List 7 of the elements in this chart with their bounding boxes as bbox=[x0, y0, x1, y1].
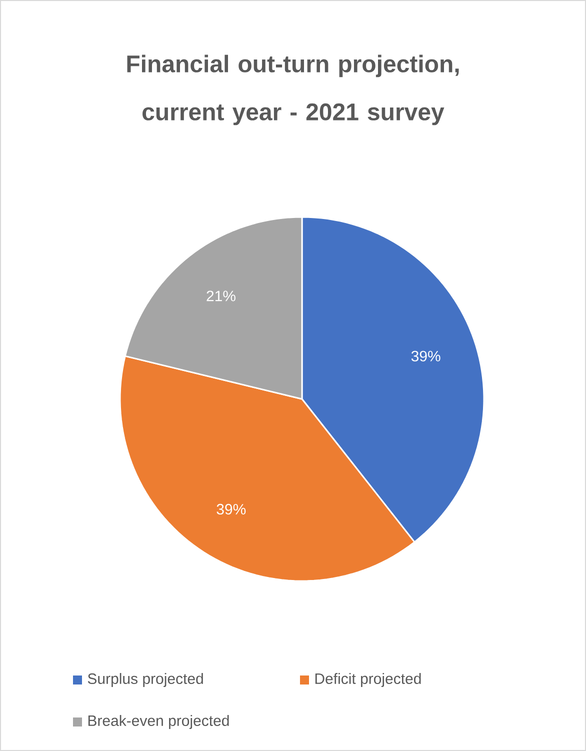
legend-label: Surplus projected bbox=[88, 672, 203, 687]
chart-title: Financial out-turn projection, current year - 2021 survey bbox=[127, 54, 459, 126]
legend-label: Deficit projected bbox=[315, 672, 421, 687]
data-label: 21% bbox=[206, 290, 236, 302]
data-label: 39% bbox=[411, 350, 440, 362]
data-label: 39% bbox=[216, 504, 246, 515]
legend-label: Break-even projected bbox=[88, 714, 229, 729]
